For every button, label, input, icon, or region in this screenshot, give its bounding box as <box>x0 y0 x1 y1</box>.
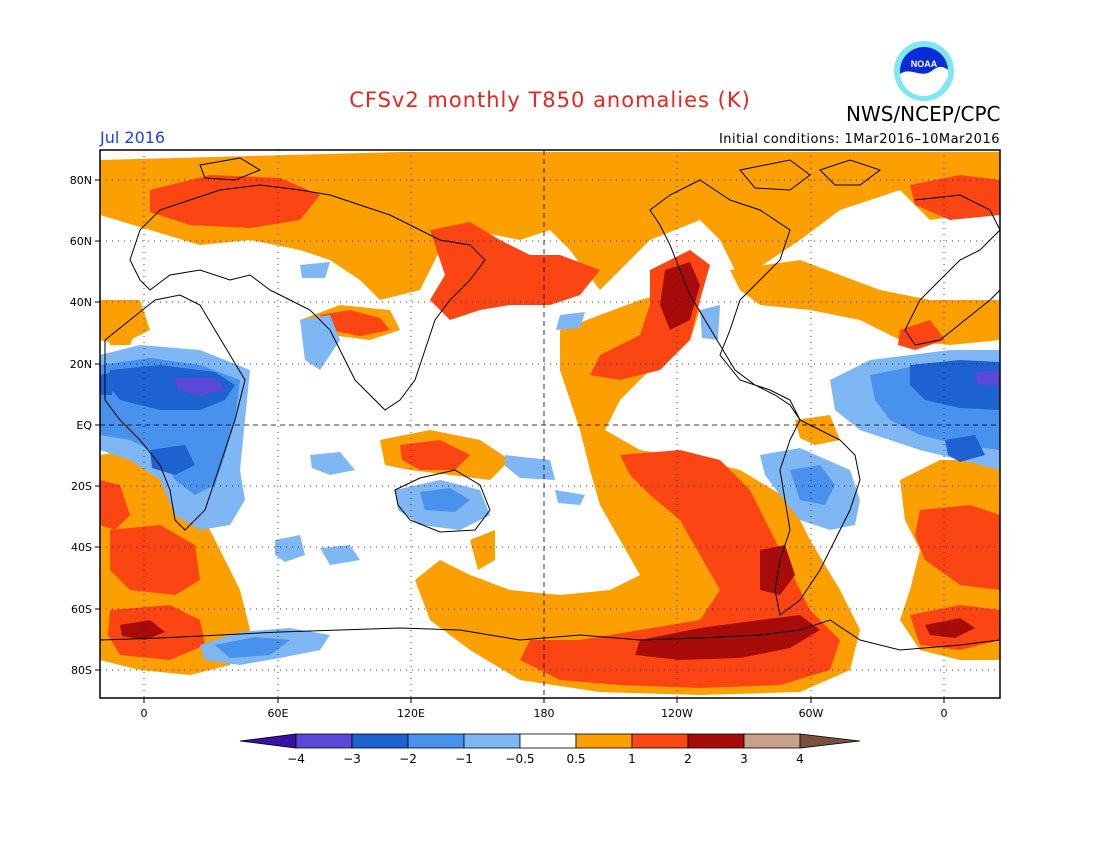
lat-tick: 40S <box>71 541 92 554</box>
anomaly-neg3-neg4 <box>175 370 1000 396</box>
colorbar-swatch <box>351 733 409 749</box>
colorbar-swatch <box>687 733 745 749</box>
anomaly-shading <box>100 150 1000 698</box>
colorbar-swatch <box>519 733 577 749</box>
colorbar-label: −1 <box>455 752 473 766</box>
lat-tick: EQ <box>76 419 92 432</box>
colorbar-label: 2 <box>684 752 692 766</box>
lon-tick: 60E <box>268 707 289 720</box>
lon-axis: 0 60E 120E 180 120W 60W 0 <box>141 698 948 720</box>
lat-tick: 20S <box>71 480 92 493</box>
lon-tick: 60W <box>799 707 824 720</box>
lon-tick: 120E <box>397 707 425 720</box>
coastlines <box>100 157 1000 651</box>
colorbar-arrow-high <box>799 733 861 749</box>
colorbar-arrow-low <box>239 733 297 749</box>
equator-dateline <box>100 150 1000 698</box>
colorbar-swatch <box>743 733 801 749</box>
lat-tick: 80N <box>70 174 92 187</box>
lon-tick: 0 <box>941 707 948 720</box>
colorbar-label: −0.5 <box>505 752 534 766</box>
lon-tick: 120W <box>661 707 693 720</box>
colorbar-label: 0.5 <box>566 752 585 766</box>
logo-text: NOAA <box>911 59 938 69</box>
colorbar-swatch <box>295 733 353 749</box>
month-label: Jul 2016 <box>100 128 166 147</box>
colorbar-swatch <box>575 733 633 749</box>
anomaly-2-3 <box>120 262 975 660</box>
map-title: CFSv2 monthly T850 anomalies (K) <box>349 88 751 112</box>
lon-tick: 180 <box>534 707 555 720</box>
colorbar-label: 4 <box>796 752 804 766</box>
lat-tick: 40N <box>70 296 92 309</box>
lat-tick: 60S <box>71 603 92 616</box>
colorbar-swatch <box>407 733 465 749</box>
noaa-logo-icon: NOAA <box>894 41 954 101</box>
agency-label: NWS/NCEP/CPC <box>846 102 1001 126</box>
colorbar-label: 1 <box>628 752 636 766</box>
colorbar-label: 3 <box>740 752 748 766</box>
colorbar-swatch <box>463 733 521 749</box>
colorbar-label: −3 <box>343 752 361 766</box>
map-frame <box>99 149 1001 699</box>
lat-tick: 60N <box>70 235 92 248</box>
lat-axis: 80N 60N 40N 20N EQ 20S 40S 60S 80S <box>70 174 100 677</box>
lat-tick: 20N <box>70 358 92 371</box>
colorbar: −4 −3 −2 −1 −0.5 0.5 1 2 3 4 <box>239 733 861 766</box>
colorbar-label: −4 <box>287 752 305 766</box>
colorbar-label: −2 <box>399 752 417 766</box>
colorbar-swatch <box>631 733 689 749</box>
lon-tick: 0 <box>141 707 148 720</box>
initial-conditions-label: Initial conditions: 1Mar2016–10Mar2016 <box>718 132 1000 147</box>
lat-tick: 80S <box>71 664 92 677</box>
graticule <box>100 150 1000 698</box>
